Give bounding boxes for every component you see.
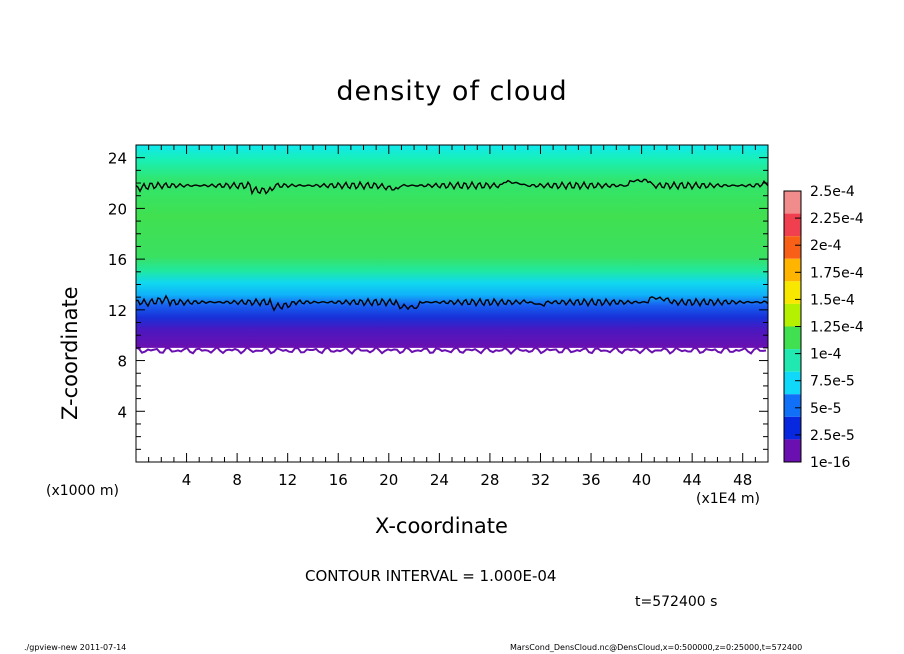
colorbar-swatch bbox=[784, 281, 801, 304]
colorbar-swatch bbox=[784, 258, 801, 282]
colorbar-label: 1.5e-4 bbox=[810, 292, 855, 308]
x-tick-label: 12 bbox=[278, 471, 297, 489]
colorbar-swatch bbox=[784, 439, 801, 462]
x-tick-label: 24 bbox=[430, 471, 449, 489]
x-tick-label: 16 bbox=[329, 471, 348, 489]
contour-line bbox=[136, 294, 769, 312]
colorbar-swatch bbox=[784, 236, 801, 259]
x-tick-label: 44 bbox=[683, 471, 702, 489]
footer-left-text: ./gpview-new 2011-07-14 bbox=[24, 643, 127, 652]
colorbar-swatch bbox=[784, 191, 801, 214]
y-tick-label: 12 bbox=[108, 302, 127, 320]
x-tick-label: 8 bbox=[232, 471, 242, 489]
y-tick-label: 4 bbox=[117, 403, 127, 421]
y-tick-label: 16 bbox=[108, 251, 127, 269]
colorbar-label: 1e-16 bbox=[810, 455, 850, 471]
colorbar-label: 2.25e-4 bbox=[810, 211, 864, 227]
y-axis-ticks: 4 8 12 16 20 24 bbox=[108, 150, 768, 450]
cloud-base-edge bbox=[135, 345, 767, 356]
colorbar-swatch bbox=[784, 213, 801, 237]
x-axis-ticks: 4 8 12 16 20 24 28 32 36 40 44 48 bbox=[148, 145, 756, 489]
y-tick-label: 24 bbox=[108, 150, 127, 168]
contour-interval-label: CONTOUR INTERVAL = 1.000E-04 bbox=[305, 567, 557, 585]
colorbar-label: 7.5e-5 bbox=[810, 374, 855, 390]
x-unit-left-label: (x1000 m) bbox=[46, 483, 119, 499]
time-label: t=572400 s bbox=[635, 594, 718, 610]
x-axis-label: X-coordinate bbox=[375, 514, 508, 538]
colorbar-label: 1.75e-4 bbox=[810, 265, 864, 281]
colorbar-swatch bbox=[784, 371, 801, 395]
x-tick-label: 36 bbox=[581, 471, 600, 489]
x-tick-label: 20 bbox=[379, 471, 398, 489]
cloud-field bbox=[136, 145, 768, 348]
colorbar-swatch bbox=[784, 416, 801, 440]
contour-lines bbox=[135, 178, 769, 312]
contour-line bbox=[135, 178, 769, 196]
x-tick-label: 40 bbox=[632, 471, 651, 489]
x-tick-label: 4 bbox=[182, 471, 192, 489]
colorbar-label: 1e-4 bbox=[810, 347, 842, 363]
colorbar-swatch bbox=[784, 326, 801, 350]
y-tick-label: 20 bbox=[108, 200, 127, 218]
colorbar-swatch bbox=[784, 394, 801, 417]
chart-title: density of cloud bbox=[336, 76, 568, 107]
y-tick-label: 8 bbox=[117, 353, 127, 371]
colorbar-label: 2.5e-5 bbox=[810, 428, 855, 444]
x-tick-label: 48 bbox=[733, 471, 752, 489]
colorbar-label: 2e-4 bbox=[810, 238, 842, 254]
x-tick-label: 32 bbox=[531, 471, 550, 489]
colorbar: 2.5e-4 2.25e-4 2e-4 1.75e-4 1.5e-4 1.25e-4 1e-… bbox=[783, 184, 864, 471]
colorbar-swatch bbox=[784, 303, 801, 327]
density-field bbox=[135, 145, 768, 356]
footer-right-text: MarsCond_DensCloud.nc@DensCloud,x=0:5000… bbox=[510, 643, 803, 652]
x-unit-right-label: (x1E4 m) bbox=[696, 491, 760, 507]
colorbar-swatch bbox=[784, 349, 801, 372]
y-axis-label: Z-coordinate bbox=[58, 286, 82, 420]
colorbar-label: 5e-5 bbox=[810, 401, 841, 417]
colorbar-label: 2.5e-4 bbox=[810, 184, 855, 200]
x-tick-label: 28 bbox=[480, 471, 499, 489]
colorbar-label: 1.25e-4 bbox=[810, 320, 864, 336]
